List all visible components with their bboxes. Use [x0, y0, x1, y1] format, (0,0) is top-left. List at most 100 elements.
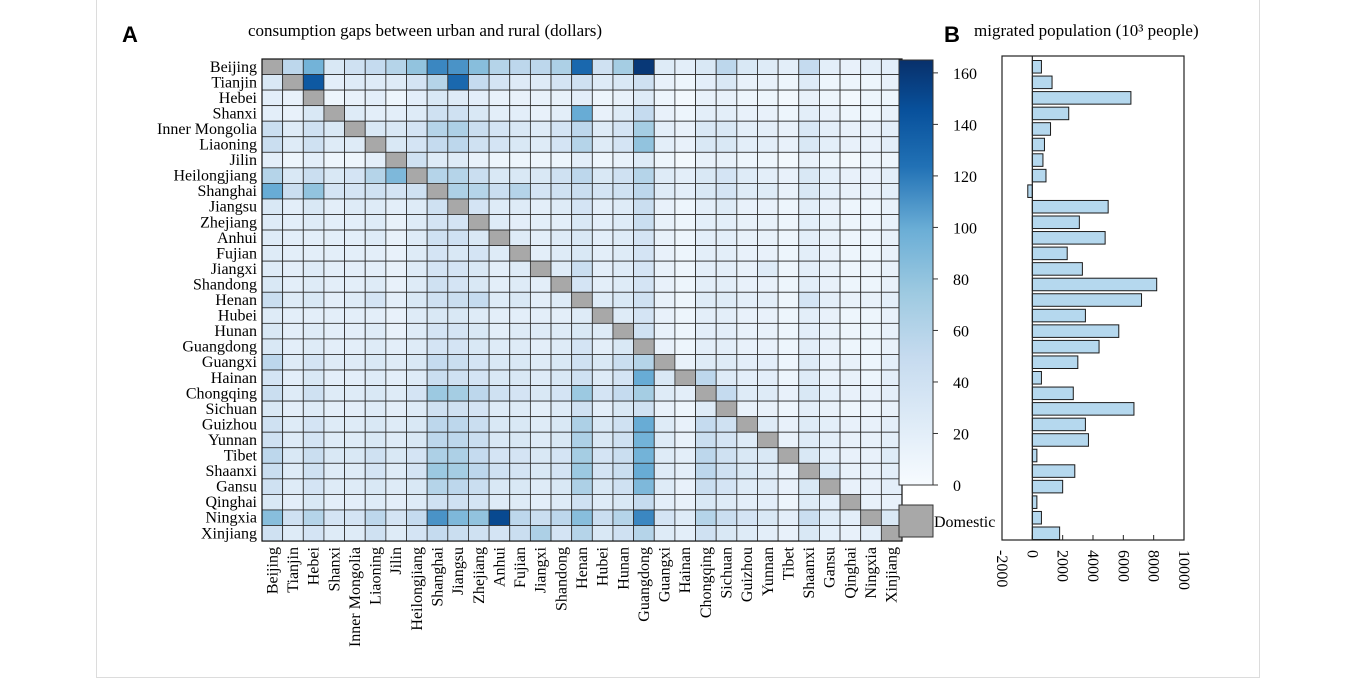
heatmap-cell-guizhou-hubei: [591, 416, 614, 433]
heatmap-cell-guangxi-liaoning: [364, 354, 387, 371]
col-label-hubei: Hubei: [595, 547, 612, 587]
col-label-shanxi: Shanxi: [326, 547, 343, 592]
heatmap-cell-guizhou-jiangsu: [447, 416, 469, 433]
heatmap-cell-xinjiang-jilin: [385, 525, 407, 542]
heatmap-cell-anhui-gansu: [819, 229, 841, 247]
heatmap-cell-chongqing-hubei: [591, 385, 614, 402]
figure-frame: [96, 0, 1260, 678]
heatmap-cell-xinjiang-guangdong: [633, 525, 655, 542]
heatmap-cell-hunan-yunnan: [757, 322, 779, 340]
heatmap-cell-anhui-jiangsu: [447, 229, 469, 247]
heatmap-cell-gansu-shaanxi: [798, 478, 820, 495]
heatmap-cell-ningxia-beijing: [261, 509, 284, 526]
heatmap-cell-shanghai-shaanxi: [798, 182, 820, 200]
heatmap-column-labels: Beijing Tianjin Hebei Shanxi Inner Mongolia L…: [264, 546, 900, 647]
heatmap-cell-jiangsu-jilin: [385, 198, 407, 215]
heatmap-cell-beijing-jiangxi: [529, 58, 552, 75]
heatmap-cell-henan-zhejiang: [468, 291, 490, 309]
heatmap-cell-beijing-hainan: [674, 58, 696, 75]
heatmap-cell-ningxia-hunan: [612, 509, 635, 526]
heatmap-cell-ningxia-henan: [571, 509, 593, 526]
heatmap-cell-yunnan-shanxi: [323, 431, 345, 449]
heatmap-cell-liaoning-henan: [571, 136, 593, 153]
heatmap-cell-jiangxi-beijing: [261, 260, 284, 278]
heatmap-cell-tianjin-jilin: [385, 74, 407, 91]
heatmap-cell-shaanxi-chongqing: [695, 462, 717, 480]
heatmap-cell-anhui-hainan: [674, 229, 696, 247]
heatmap-cell-sichuan-jiangsu: [447, 400, 469, 418]
heatmap-cell-henan-hunan: [612, 291, 635, 309]
heatmap-cell-liaoning-hunan: [612, 136, 635, 153]
heatmap-cell-hainan-guangxi: [653, 369, 676, 386]
heatmap-cell-qinghai-tibet: [777, 493, 800, 511]
heatmap-cell-hunan-hebei: [302, 322, 325, 340]
heatmap-cell-hainan-heilongjiang: [406, 369, 428, 386]
heatmap-cell-jilin-hainan: [674, 151, 696, 169]
heatmap-cell-xinjiang-anhui: [488, 525, 511, 542]
heatmap-cell-guangdong-heilongjiang: [406, 338, 428, 355]
row-label-sichuan: Sichuan: [205, 401, 257, 418]
heatmap-cell-henan-ningxia: [860, 291, 882, 309]
heatmap-cell-shanghai-tianjin: [282, 182, 304, 200]
heatmap-cell-guizhou-beijing: [261, 416, 284, 433]
bar-yunnan: [1031, 433, 1089, 447]
heatmap-cell-shandong-guizhou: [736, 276, 758, 293]
heatmap-cell-zhejiang-gansu: [819, 214, 841, 231]
col-label-tianjin: Tianjin: [285, 547, 302, 593]
heatmap-cell-jiangxi-qinghai: [839, 260, 862, 278]
heatmap-cell-ningxia-guizhou: [736, 509, 758, 526]
heatmap-cell-qinghai-yunnan: [757, 493, 779, 511]
heatmap-cell-hunan-guangxi: [653, 322, 676, 340]
heatmap-cell-shandong-inner-mongolia: [344, 276, 366, 293]
heatmap-cell-guangdong-inner-mongolia: [344, 338, 366, 355]
heatmap-cell-sichuan-guangxi: [653, 400, 676, 418]
heatmap-cell-shandong-henan: [571, 276, 593, 293]
heatmap-cell-xinjiang-tianjin: [282, 525, 304, 542]
colorbar-ticks: 0 20 40 60 80 100 120 140 160: [933, 66, 977, 495]
heatmap-cell-inner-mongolia-hainan: [674, 120, 696, 138]
heatmap-cell-jilin-guangdong: [633, 151, 655, 169]
heatmap-cell-yunnan-chongqing: [695, 431, 717, 449]
heatmap-cell-guangdong-fujian: [509, 338, 531, 355]
heatmap-cell-guangxi-hainan: [674, 354, 696, 371]
heatmap-cell-fujian-ningxia: [860, 245, 882, 262]
heatmap-cell-fujian-guangxi: [653, 245, 676, 262]
heatmap-cell-qinghai-inner-mongolia: [344, 493, 366, 511]
heatmap-cell-jiangsu-ningxia: [860, 198, 882, 215]
heatmap-cell-beijing-sichuan: [715, 58, 738, 75]
heatmap-cell-shanxi-shanghai: [426, 105, 449, 122]
heatmap-cell-henan-jiangsu: [447, 291, 469, 309]
heatmap-cell-guangdong-guangdong: [633, 338, 655, 355]
heatmap-cell-jiangsu-fujian: [509, 198, 531, 215]
heatmap-cell-ningxia-jiangsu: [447, 509, 469, 526]
heatmap-cell-sichuan-qinghai: [839, 400, 862, 418]
heatmap-cell-jiangxi-jiangxi: [529, 260, 552, 278]
bar-ningxia: [1031, 510, 1042, 525]
heatmap-cell-guizhou-jilin: [385, 416, 407, 433]
heatmap-cell-liaoning-shandong: [550, 136, 573, 153]
heatmap-cell-guizhou-qinghai: [839, 416, 862, 433]
heatmap-cell-yunnan-jiangsu: [447, 431, 469, 449]
heatmap-cell-guangxi-shaanxi: [798, 354, 820, 371]
heatmap-cell-hunan-jiangxi: [529, 322, 552, 340]
row-label-henan: Henan: [215, 292, 257, 309]
heatmap-cell-liaoning-jiangsu: [447, 136, 469, 153]
heatmap-cell-sichuan-tianjin: [282, 400, 304, 418]
heatmap-cell-heilongjiang-hunan: [612, 167, 635, 184]
heatmap-cell-jiangsu-shanxi: [323, 198, 345, 215]
heatmap-cell-inner-mongolia-shanxi: [323, 120, 345, 138]
heatmap-cell-jilin-anhui: [488, 151, 511, 169]
heatmap-cell-xinjiang-fujian: [509, 525, 531, 542]
heatmap-cell-henan-heilongjiang: [406, 291, 428, 309]
heatmap-cell-tianjin-beijing: [261, 74, 284, 91]
heatmap-cell-inner-mongolia-jilin: [385, 120, 407, 138]
heatmap-cell-shanghai-hubei: [591, 182, 614, 200]
heatmap-cell-tibet-liaoning: [364, 447, 387, 464]
heatmap-cell-yunnan-hebei: [302, 431, 325, 449]
heatmap-cell-chongqing-guizhou: [736, 385, 758, 402]
heatmap-cell-guangdong-gansu: [819, 338, 841, 355]
heatmap-cell-sichuan-hunan: [612, 400, 635, 418]
heatmap-cell-liaoning-fujian: [509, 136, 531, 153]
heatmap-cell-shandong-anhui: [488, 276, 511, 293]
heatmap-cell-heilongjiang-hebei: [302, 167, 325, 184]
